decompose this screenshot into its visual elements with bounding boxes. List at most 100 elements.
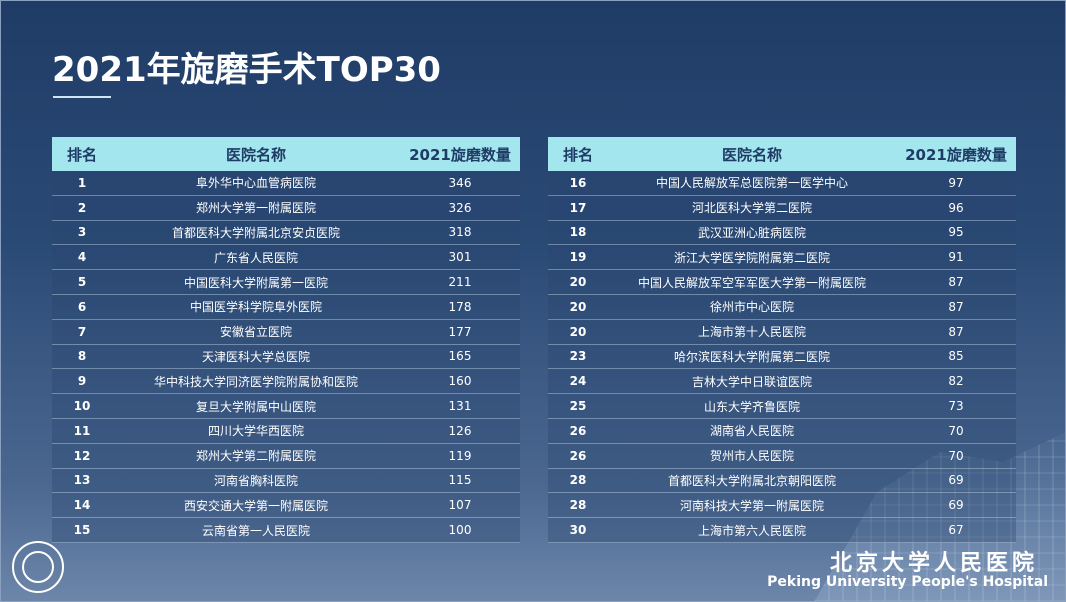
rank-cell: 20 [569,324,587,339]
count-cell: 69 [948,473,964,488]
rank-cell: 18 [569,225,587,240]
hospital-name-cell: 徐州市中心医院 [709,300,794,315]
rank-cell: 10 [73,399,91,414]
hospital-name-cell: 郑州大学第一附属医院 [195,201,316,216]
table-row: 17 河北医科大学第二医院 96 [548,196,1016,221]
rank-cell: 2 [77,200,87,215]
hospital-name-cell: 阜外华中心血管病医院 [195,176,316,191]
hospital-name-cell: 山东大学齐鲁医院 [703,399,800,414]
count-cell: 87 [948,275,964,290]
hospital-name-cell: 复旦大学附属中山医院 [195,399,316,414]
title-underline [53,96,111,98]
table-header: 排名 医院名称 2021旋磨数量 [52,137,520,171]
table-row: 5 中国医科大学附属第一医院 211 [52,270,520,295]
table-row: 30 上海市第六人民医院 67 [548,518,1016,543]
hospital-name-cell: 河南科技大学第一附属医院 [679,498,824,513]
table-row: 4 广东省人民医院 301 [52,245,520,271]
rank-cell: 25 [569,399,587,414]
table-row: 9 华中科技大学同济医学院附属协和医院 160 [52,369,520,395]
table-row: 26 湖南省人民医院 70 [548,419,1016,444]
header-rank: 排名 [562,145,593,164]
count-cell: 318 [448,225,472,240]
rank-cell: 14 [73,498,91,513]
hospital-name-cell: 华中科技大学同济医学院附属协和医院 [153,374,358,389]
header-count: 2021旋磨数量 [905,145,1007,164]
rank-cell: 16 [569,175,587,190]
hospital-name-cell: 湖南省人民医院 [709,424,794,439]
table-row: 14 西安交通大学第一附属医院 107 [52,493,520,519]
rank-cell: 8 [77,349,87,364]
table-row: 11 四川大学华西医院 126 [52,419,520,444]
rank-cell: 15 [73,523,91,538]
rank-cell: 26 [569,423,587,438]
table-row: 13 河南省胸科医院 115 [52,469,520,494]
hospital-name-cell: 上海市第十人民医院 [697,325,806,340]
count-cell: 107 [448,498,472,513]
count-cell: 87 [948,324,964,339]
rank-cell: 19 [569,250,587,265]
count-cell: 87 [948,299,964,314]
count-cell: 85 [948,349,964,364]
count-cell: 95 [948,225,964,240]
brand-english-name: Peking University People's Hospital [767,574,1048,590]
header-count: 2021旋磨数量 [409,145,511,164]
rank-cell: 13 [73,473,91,488]
hospital-name-cell: 上海市第六人民医院 [697,523,806,538]
table-row: 24 吉林大学中日联谊医院 82 [548,369,1016,395]
hospital-name-cell: 河南省胸科医院 [213,473,298,488]
count-cell: 96 [948,200,964,215]
rank-cell: 20 [569,275,587,290]
count-cell: 70 [948,448,964,463]
hospital-name-cell: 安徽省立医院 [219,325,292,340]
table-row: 7 安徽省立医院 177 [52,320,520,345]
rank-cell: 17 [569,200,587,215]
count-cell: 97 [948,175,964,190]
hospital-name-cell: 武汉亚洲心脏病医院 [697,225,806,240]
hospital-name-cell: 贺州市人民医院 [709,449,794,464]
university-seal-logo [12,541,64,593]
hospital-name-cell: 广东省人民医院 [213,250,298,265]
hospital-name-cell: 中国人民解放军总医院第一医学中心 [655,176,848,191]
table-row: 20 中国人民解放军空军军医大学第一附属医院 87 [548,270,1016,295]
rank-cell: 12 [73,448,91,463]
hospital-name-cell: 西安交通大学第一附属医院 [183,498,328,513]
rank-cell: 20 [569,299,587,314]
table-row: 23 哈尔滨医科大学附属第二医院 85 [548,345,1016,370]
count-cell: 69 [948,498,964,513]
count-cell: 73 [948,399,964,414]
rank-cell: 23 [569,349,587,364]
brand-chinese-name: 北京大学人民医院 [829,550,1038,576]
count-cell: 160 [448,374,472,389]
table-row: 3 首都医科大学附属北京安贞医院 318 [52,221,520,246]
table-row: 16 中国人民解放军总医院第一医学中心 97 [548,171,1016,196]
count-cell: 100 [448,523,472,538]
table-row: 28 河南科技大学第一附属医院 69 [548,493,1016,519]
count-cell: 115 [448,473,472,488]
header-hospital-name: 医院名称 [225,145,286,164]
hospital-name-cell: 天津医科大学总医院 [201,349,310,364]
count-cell: 131 [448,399,472,414]
rank-cell: 30 [569,523,587,538]
rank-cell: 28 [569,473,587,488]
header-hospital-name: 医院名称 [721,145,782,164]
hospital-name-cell: 中国医科大学附属第一医院 [183,275,328,290]
table-row: 18 武汉亚洲心脏病医院 95 [548,221,1016,246]
rank-cell: 11 [73,423,91,438]
ranking-table-left: 排名 医院名称 2021旋磨数量 1 阜外华中心血管病医院 346 2 郑州大学第一附属… [52,137,520,543]
table-row: 1 阜外华中心血管病医院 346 [52,171,520,196]
hospital-name-cell: 河北医科大学第二医院 [691,201,812,216]
hospital-name-cell: 首都医科大学附属北京安贞医院 [171,225,340,240]
table-row: 2 郑州大学第一附属医院 326 [52,196,520,221]
count-cell: 67 [948,523,964,538]
rank-cell: 26 [569,448,587,463]
table-body: 1 阜外华中心血管病医院 346 2 郑州大学第一附属医院 326 3 首都医科大学附属北京安… [52,171,520,543]
count-cell: 126 [448,423,472,438]
count-cell: 91 [948,250,964,265]
count-cell: 326 [448,200,472,215]
rank-cell: 4 [77,250,87,265]
count-cell: 165 [448,349,472,364]
table-row: 28 首都医科大学附属北京朝阳医院 69 [548,469,1016,494]
table-header: 排名 医院名称 2021旋磨数量 [548,137,1016,171]
table-row: 12 郑州大学第二附属医院 119 [52,444,520,469]
hospital-name-cell: 中国医学科学院阜外医院 [189,300,322,315]
